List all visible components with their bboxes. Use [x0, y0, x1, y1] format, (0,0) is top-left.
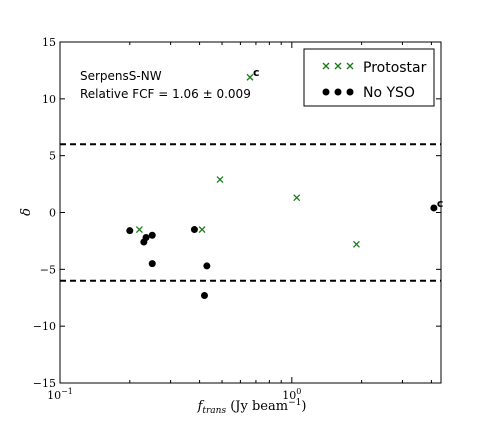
marker-stroke	[293, 194, 301, 202]
axis-ticks: −15 −10 −5 0 5 10 15 10−1 100	[33, 36, 441, 402]
annotation-fcf: Relative FCF = 1.06 ± 0.009	[80, 87, 251, 101]
no-yso-point	[190, 226, 198, 234]
x-tick-label: 10−1	[47, 387, 73, 402]
no-yso-point	[126, 227, 134, 235]
legend-marker-no-yso	[322, 88, 330, 96]
threshold-lines	[60, 143, 441, 282]
y-tick-label: 10	[42, 93, 56, 106]
y-tick-label: −10	[33, 320, 56, 333]
legend-marker-protostar	[322, 62, 330, 70]
marker-stroke	[135, 226, 143, 234]
y-tick-label: −5	[40, 263, 56, 276]
y-tick-label: 15	[42, 36, 56, 49]
legend-marker-no-yso	[334, 88, 342, 96]
no-yso-point	[203, 262, 211, 270]
legend-marker-no-yso	[346, 88, 354, 96]
protostar-point	[198, 226, 206, 234]
no-yso-point	[148, 231, 156, 239]
data-points: cc	[126, 66, 443, 299]
legend-label-no-yso: No YSO	[363, 85, 415, 101]
marker-stroke	[322, 62, 330, 70]
y-tick-label: 0	[49, 207, 56, 220]
legend-label-protostar: Protostar	[363, 60, 427, 76]
no-yso-point	[430, 204, 438, 212]
no-yso-point	[200, 291, 208, 299]
point-label: c	[253, 66, 260, 79]
x-axis-title: ftrans (Jy beam−1)	[197, 398, 307, 416]
no-yso-point	[148, 260, 156, 268]
marker-stroke	[334, 62, 342, 70]
legend: Protostar No YSO	[303, 48, 435, 107]
x-tick-label: 100	[282, 387, 301, 402]
marker-stroke	[352, 240, 360, 248]
protostar-point	[246, 73, 254, 81]
legend-marker-protostar	[346, 62, 354, 70]
point-label: c	[437, 197, 444, 210]
no-yso-point	[142, 234, 150, 242]
annotation-region: SerpensS-NW	[80, 69, 162, 83]
y-tick-label: −15	[33, 377, 56, 390]
marker-stroke	[346, 62, 354, 70]
y-tick-label: 5	[49, 150, 56, 163]
y-axis-title: δ	[19, 208, 34, 216]
protostar-point	[135, 226, 143, 234]
protostar-point	[352, 240, 360, 248]
marker-stroke	[216, 176, 224, 183]
marker-stroke	[198, 226, 206, 234]
protostar-point	[293, 194, 301, 202]
marker-stroke	[246, 73, 254, 81]
legend-marker-protostar	[334, 62, 342, 70]
legend-markers	[322, 62, 354, 96]
protostar-point	[216, 176, 224, 183]
legend-box	[303, 48, 435, 107]
